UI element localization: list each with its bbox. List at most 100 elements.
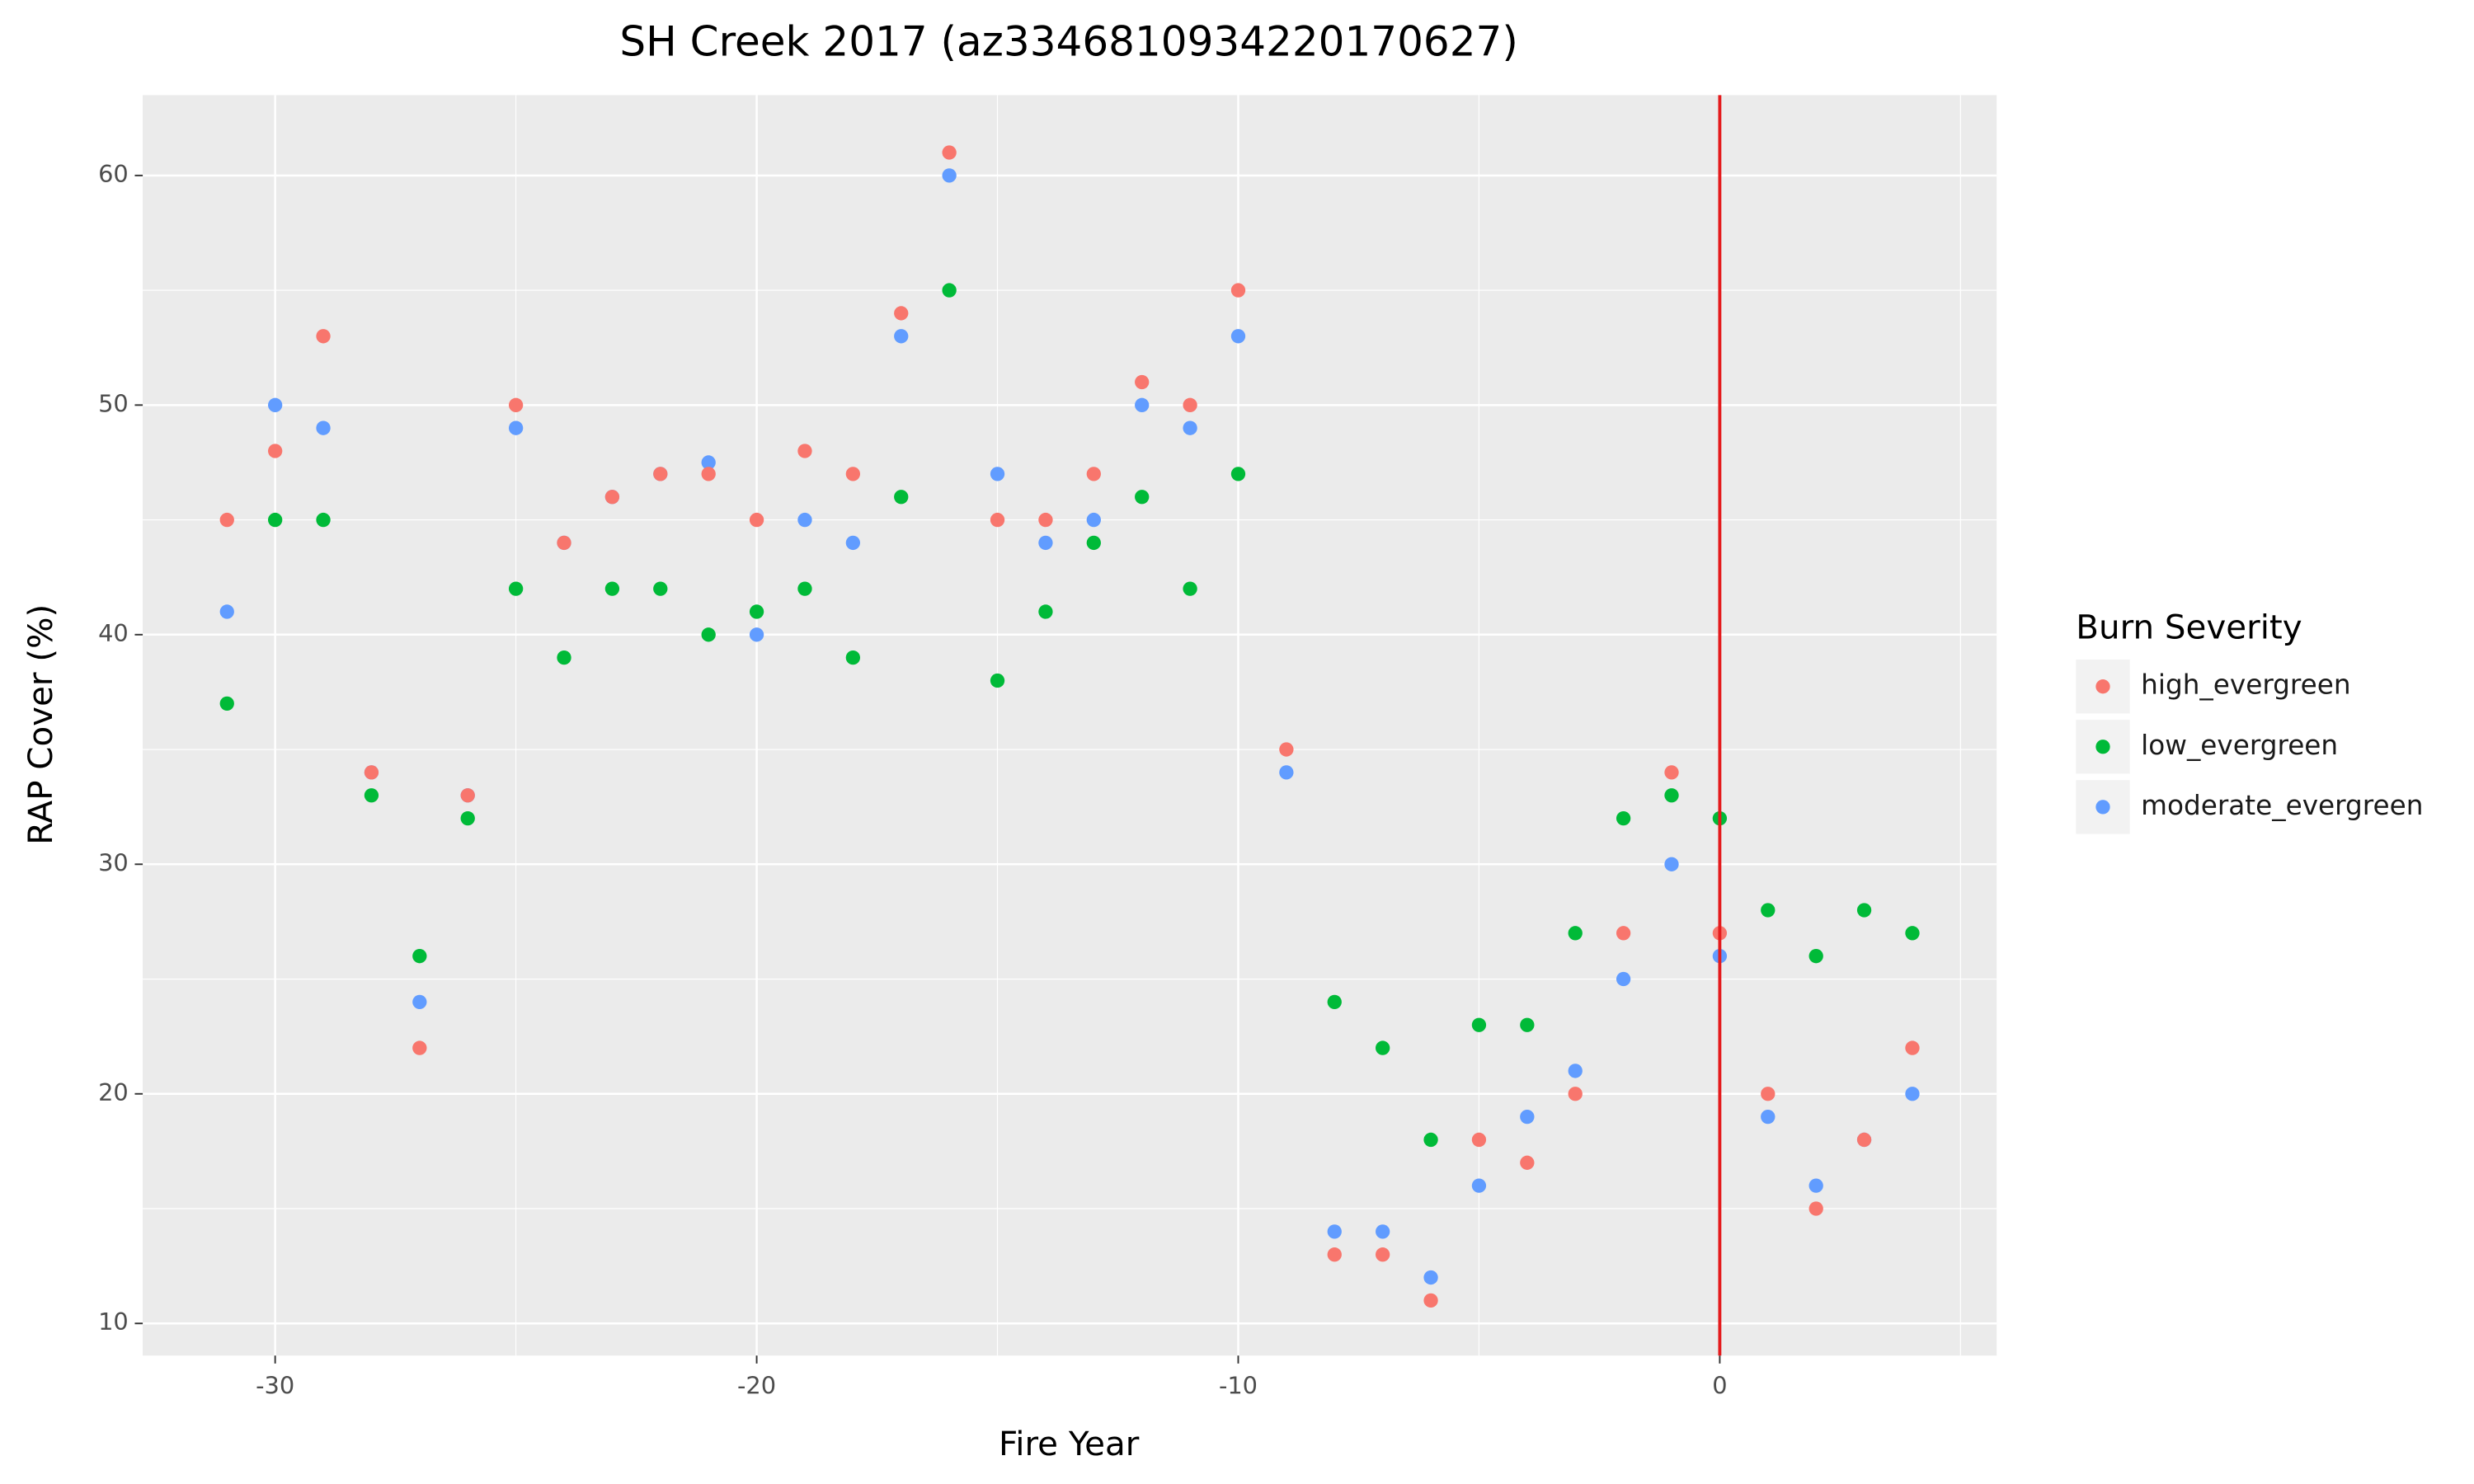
chart-title: SH Creek 2017 (az3346810934220170627) [619, 17, 1517, 65]
point [1038, 604, 1053, 619]
point [1856, 1132, 1872, 1148]
point [1761, 903, 1776, 918]
point [1183, 420, 1197, 435]
point [990, 467, 1005, 481]
point [604, 581, 620, 596]
point [364, 765, 379, 780]
legend-title: Burn Severity [2076, 608, 2302, 646]
point [508, 420, 524, 435]
point [1376, 1247, 1390, 1262]
point [1327, 994, 1342, 1010]
legend-label: moderate_evergreen [2141, 790, 2423, 821]
point [1038, 535, 1053, 551]
point [1279, 765, 1294, 780]
point [508, 397, 524, 412]
point [990, 673, 1005, 688]
point [845, 467, 861, 481]
point [653, 467, 668, 481]
point [1471, 1178, 1487, 1193]
point [1376, 1040, 1390, 1055]
point [990, 512, 1005, 528]
point [1568, 1087, 1583, 1101]
point [557, 535, 571, 551]
point [942, 168, 957, 183]
point [797, 581, 812, 596]
point [1520, 1017, 1535, 1032]
point [1471, 1132, 1487, 1148]
point [1135, 374, 1150, 390]
point [1905, 1040, 1920, 1055]
point [1230, 467, 1246, 481]
point [1616, 810, 1631, 826]
point [316, 420, 331, 435]
point [412, 949, 427, 964]
point [604, 490, 620, 505]
point [1135, 490, 1150, 505]
point [268, 444, 283, 458]
point [1808, 1178, 1823, 1193]
point [1808, 949, 1823, 964]
point [1905, 926, 1920, 941]
point [460, 788, 475, 803]
point [1568, 926, 1583, 941]
point [1423, 1293, 1438, 1308]
point [268, 397, 283, 412]
point [508, 581, 524, 596]
legend-marker [2095, 740, 2110, 754]
y-tick-label: 50 [98, 389, 129, 417]
x-tick-label: -20 [737, 1372, 776, 1400]
y-tick-label: 40 [98, 619, 129, 647]
point [1471, 1017, 1487, 1032]
point [749, 604, 764, 619]
point [1183, 397, 1197, 412]
point [1086, 535, 1101, 551]
point [1664, 765, 1679, 780]
x-tick-label: -10 [1219, 1372, 1258, 1400]
point [1230, 283, 1246, 298]
point [1327, 1224, 1342, 1239]
legend-label: high_evergreen [2141, 669, 2350, 701]
point [219, 512, 234, 528]
point [894, 490, 909, 505]
point [1808, 1201, 1823, 1216]
point [894, 306, 909, 321]
point [1856, 903, 1872, 918]
point [1520, 1109, 1535, 1125]
point [412, 1040, 427, 1055]
point [1664, 857, 1679, 871]
point [1038, 512, 1053, 528]
point [1616, 926, 1631, 941]
point [460, 810, 475, 826]
point [364, 788, 379, 803]
point [412, 994, 427, 1010]
y-tick-label: 60 [98, 160, 129, 188]
panel [143, 95, 1997, 1356]
point [268, 512, 283, 528]
point [1761, 1109, 1776, 1125]
point [1664, 788, 1679, 803]
point [894, 329, 909, 344]
legend-marker [2095, 800, 2110, 815]
point [749, 512, 764, 528]
point [219, 696, 234, 711]
point [1230, 329, 1246, 344]
point [219, 604, 234, 619]
point [797, 512, 812, 528]
point [942, 283, 957, 298]
point [653, 581, 668, 596]
point [1905, 1087, 1920, 1101]
point [701, 455, 716, 470]
point [316, 512, 331, 528]
point [1183, 581, 1197, 596]
point [942, 145, 957, 160]
point [1279, 742, 1294, 757]
point [1086, 512, 1101, 528]
point [1086, 467, 1101, 481]
y-tick-label: 10 [98, 1308, 129, 1336]
x-tick-label: 0 [1712, 1372, 1727, 1400]
legend-label: low_evergreen [2141, 730, 2338, 761]
point [1568, 1064, 1583, 1078]
point [1423, 1132, 1438, 1148]
point [1376, 1224, 1390, 1239]
